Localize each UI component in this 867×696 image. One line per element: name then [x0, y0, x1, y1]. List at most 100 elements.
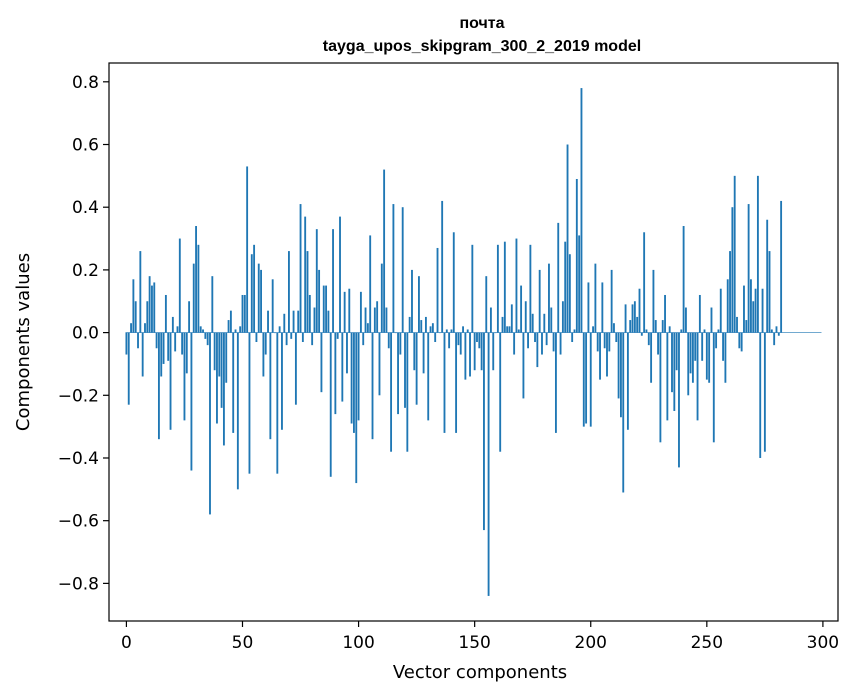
bar-229	[657, 332, 659, 355]
x-tick-label: 150	[458, 633, 490, 653]
bar-110	[380, 263, 383, 333]
bar-219	[633, 301, 636, 333]
bar-31	[197, 244, 200, 333]
bar-68	[283, 313, 286, 333]
bar-1	[127, 332, 130, 405]
bar-178	[538, 269, 541, 333]
bar-276	[766, 219, 769, 333]
bar-29	[192, 263, 195, 333]
bar-148	[469, 332, 471, 377]
bar-266	[743, 285, 745, 333]
bar-50	[241, 294, 244, 333]
bar-0	[125, 332, 128, 355]
bar-180	[543, 313, 546, 333]
plot-frame	[108, 62, 839, 622]
bar-261	[731, 207, 734, 333]
bar-265	[740, 332, 743, 352]
bar-195	[578, 235, 581, 333]
bar-258	[724, 332, 727, 383]
bar-140	[450, 329, 453, 333]
bar-79	[308, 294, 311, 333]
y-tick-label: −0.4	[58, 449, 99, 469]
bar-232	[664, 294, 666, 333]
bar-103	[364, 307, 367, 333]
bar-51	[243, 294, 246, 333]
bar-8	[144, 323, 146, 333]
bar-236	[673, 332, 676, 411]
bar-97	[350, 332, 353, 424]
bar-24	[181, 332, 184, 355]
bar-13	[155, 332, 158, 349]
bar-73	[294, 332, 297, 405]
bar-260	[729, 251, 731, 333]
bar-46	[232, 332, 235, 433]
bar-6	[139, 251, 142, 333]
bar-267	[745, 320, 748, 333]
y-tick-label: 0.8	[72, 73, 99, 93]
bar-101	[359, 291, 362, 333]
bar-146	[464, 332, 467, 380]
bar-62	[269, 332, 272, 440]
bar-281	[777, 332, 780, 336]
bar-2	[130, 323, 132, 333]
bar-44	[227, 320, 230, 333]
bar-118	[399, 332, 402, 355]
bar-150	[473, 332, 476, 371]
bar-197	[582, 332, 585, 427]
bar-262	[733, 175, 736, 333]
bar-259	[726, 279, 729, 333]
bar-54	[250, 254, 253, 333]
bar-123	[411, 269, 413, 333]
bar-222	[640, 332, 643, 336]
bar-166	[510, 304, 513, 333]
bar-16	[162, 332, 165, 364]
bar-198	[585, 332, 588, 424]
bar-274	[761, 288, 764, 333]
bar-157	[489, 307, 492, 333]
bar-255	[717, 329, 720, 333]
bar-113	[387, 332, 390, 349]
bar-249	[703, 329, 706, 333]
bar-152	[478, 332, 481, 349]
bar-224	[645, 329, 648, 333]
bar-96	[348, 288, 351, 333]
bar-194	[575, 178, 578, 333]
bar-183	[550, 307, 553, 333]
y-tick-label: 0.4	[72, 198, 99, 218]
bar-172	[524, 301, 527, 333]
bars-group	[125, 88, 783, 596]
bar-247	[698, 294, 701, 333]
bar-32	[199, 326, 202, 333]
bar-89	[332, 229, 334, 333]
bar-15	[160, 332, 163, 377]
bar-35	[206, 332, 209, 346]
bar-26	[185, 332, 188, 374]
bar-144	[459, 332, 462, 355]
bar-263	[736, 316, 738, 333]
bar-253	[712, 332, 715, 443]
bar-155	[485, 276, 488, 333]
bar-210	[613, 323, 615, 333]
bar-95	[346, 332, 348, 374]
bar-76	[301, 332, 304, 342]
bar-94	[343, 291, 346, 333]
y-tick-label: −0.6	[58, 512, 99, 532]
bar-171	[522, 332, 525, 399]
bar-115	[392, 204, 395, 333]
bar-211	[615, 332, 618, 342]
bar-84	[320, 332, 323, 393]
bar-231	[661, 320, 664, 333]
bar-107	[373, 307, 376, 333]
bar-167	[513, 332, 516, 355]
bar-280	[775, 326, 778, 333]
bar-168	[515, 238, 518, 333]
bar-52	[246, 166, 249, 333]
bar-100	[357, 332, 360, 421]
chart-title-line-1: почта	[459, 15, 504, 32]
bar-7	[141, 332, 144, 377]
bar-257	[722, 332, 725, 361]
bar-99	[355, 332, 358, 484]
bar-130	[427, 332, 430, 421]
bar-244	[691, 332, 694, 383]
x-axis-label: Vector components	[393, 662, 567, 683]
